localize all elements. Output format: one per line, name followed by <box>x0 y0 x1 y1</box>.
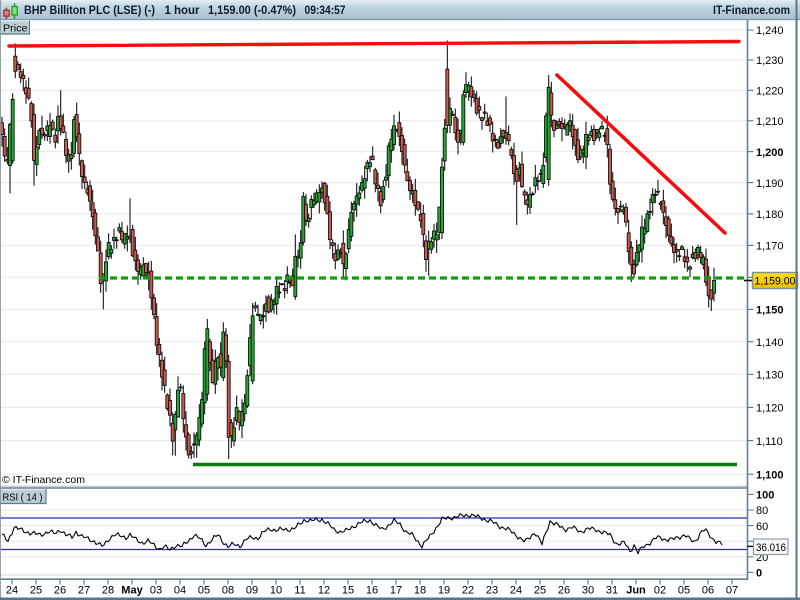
svg-text:09: 09 <box>246 585 258 597</box>
svg-text:IT-Finance.com: IT-Finance.com <box>713 3 790 17</box>
svg-text:31: 31 <box>606 585 618 597</box>
svg-text:BHP Billiton PLC (LSE) (-): BHP Billiton PLC (LSE) (-) <box>24 3 155 17</box>
svg-text:1,120: 1,120 <box>756 403 784 415</box>
svg-text:16: 16 <box>366 585 378 597</box>
svg-text:05: 05 <box>198 585 210 597</box>
svg-text:28: 28 <box>102 585 114 597</box>
svg-text:1,180: 1,180 <box>756 209 784 221</box>
svg-text:1,200: 1,200 <box>756 147 784 159</box>
svg-text:© IT-Finance.com: © IT-Finance.com <box>2 474 85 486</box>
svg-text:1,150: 1,150 <box>756 305 784 317</box>
svg-text:0: 0 <box>756 568 762 580</box>
svg-text:26: 26 <box>558 585 570 597</box>
svg-text:09:34:57: 09:34:57 <box>305 3 346 17</box>
svg-text:60: 60 <box>756 521 768 533</box>
svg-text:23: 23 <box>486 585 498 597</box>
svg-text:30: 30 <box>582 585 594 597</box>
svg-text:19: 19 <box>438 585 450 597</box>
svg-text:11: 11 <box>294 585 305 597</box>
svg-text:05: 05 <box>678 585 690 597</box>
svg-text:1,130: 1,130 <box>756 370 784 382</box>
svg-text:1,110: 1,110 <box>756 436 783 448</box>
svg-text:04: 04 <box>174 585 186 597</box>
svg-text:27: 27 <box>78 585 90 597</box>
svg-text:18: 18 <box>414 585 426 597</box>
svg-text:1,170: 1,170 <box>756 241 784 253</box>
svg-text:1,100: 1,100 <box>756 469 784 481</box>
svg-text:24: 24 <box>510 585 522 597</box>
svg-text:1,230: 1,230 <box>756 55 784 67</box>
svg-text:80: 80 <box>756 505 768 517</box>
svg-text:10: 10 <box>270 585 282 597</box>
svg-text:1,220: 1,220 <box>756 86 784 98</box>
svg-text:May: May <box>121 585 143 597</box>
svg-text:02: 02 <box>654 585 666 597</box>
svg-text:1,140: 1,140 <box>756 337 784 349</box>
svg-text:06: 06 <box>702 585 714 597</box>
svg-text:1 hour: 1 hour <box>165 3 200 17</box>
svg-text:07: 07 <box>726 585 738 597</box>
svg-text:17: 17 <box>390 585 402 597</box>
svg-text:1,240: 1,240 <box>756 25 784 37</box>
svg-text:1,210: 1,210 <box>756 116 784 128</box>
svg-text:Price: Price <box>3 23 28 35</box>
svg-text:26: 26 <box>54 585 66 597</box>
svg-text:25: 25 <box>534 585 546 597</box>
svg-text:12: 12 <box>318 585 330 597</box>
svg-text:15: 15 <box>342 585 354 597</box>
svg-text:24: 24 <box>6 585 18 597</box>
svg-text:Jun: Jun <box>626 585 646 597</box>
svg-text:08: 08 <box>222 585 234 597</box>
svg-text:100: 100 <box>756 490 774 502</box>
svg-text:RSI ( 14 ): RSI ( 14 ) <box>3 492 43 504</box>
svg-text:1,190: 1,190 <box>756 178 784 190</box>
svg-text:03: 03 <box>150 585 162 597</box>
svg-text:22: 22 <box>462 585 474 597</box>
svg-text:1,159.00: 1,159.00 <box>755 276 796 288</box>
svg-text:36.016: 36.016 <box>756 542 786 554</box>
svg-text:25: 25 <box>30 585 42 597</box>
svg-text:1,159.00 (-0.47%): 1,159.00 (-0.47%) <box>208 3 296 17</box>
